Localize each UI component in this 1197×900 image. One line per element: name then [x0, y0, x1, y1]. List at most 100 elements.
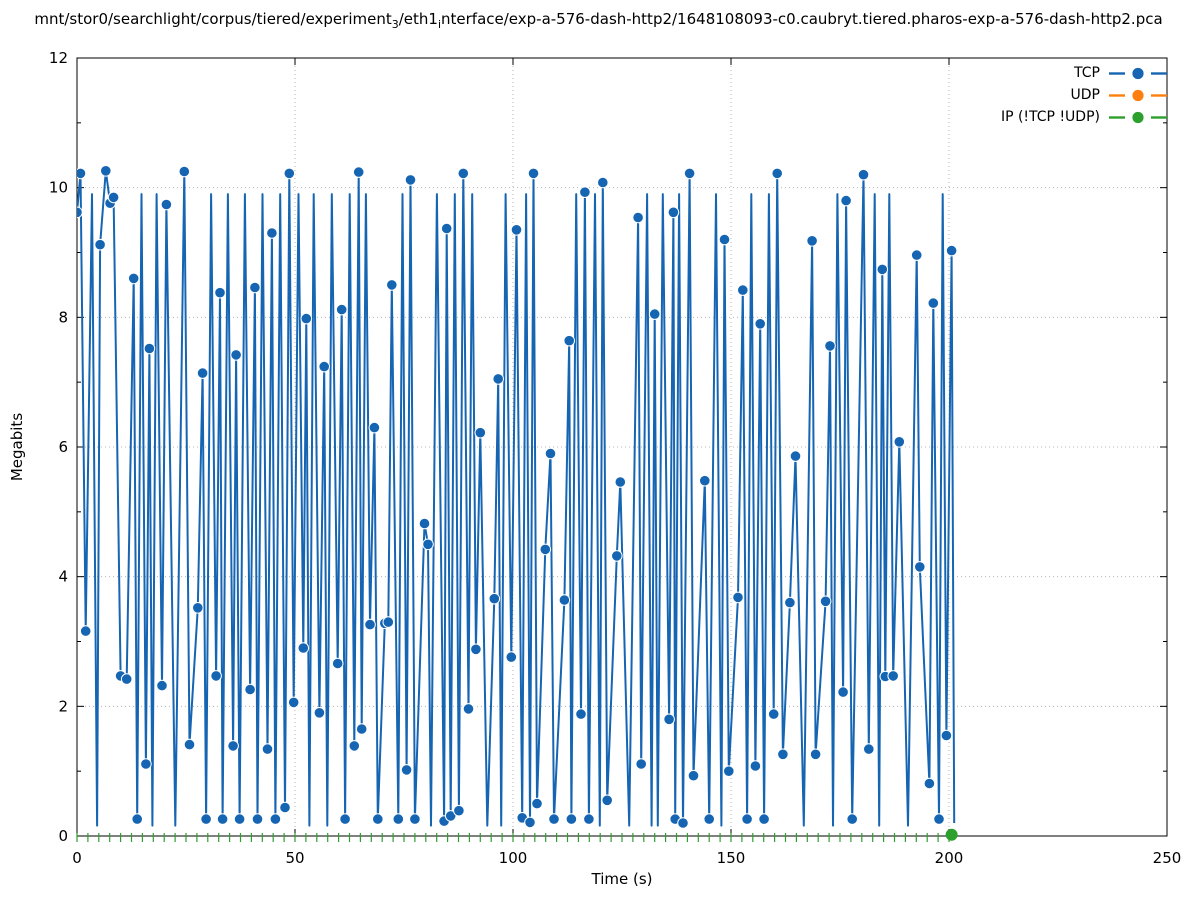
tcp-data-point [601, 794, 614, 807]
tcp-data-point [462, 703, 475, 715]
tcp-data-point [927, 297, 940, 309]
legend-row-udp: UDP [1001, 84, 1167, 106]
tcp-data-point [893, 436, 906, 448]
ip-line-dot-icon [1109, 111, 1167, 123]
tcp-series [77, 165, 958, 829]
tcp-data-point [120, 673, 133, 685]
tcp-data-point [214, 286, 226, 299]
tcp-data-point [579, 186, 591, 198]
tcp-data-point [597, 176, 609, 189]
tcp-data-point [386, 279, 398, 291]
tcp-data-point [364, 618, 376, 631]
tcp-data-point [457, 167, 470, 180]
tcp-data-point [127, 272, 140, 285]
tcp-data-point [335, 303, 348, 316]
tcp-data-point [632, 211, 644, 224]
tcp-data-point [806, 235, 818, 247]
tcp-data-point [563, 334, 576, 347]
tcp-data-point [348, 740, 361, 752]
tcp-data-point [703, 813, 716, 825]
tcp-data-point [737, 284, 749, 296]
tcp-data-point [933, 813, 945, 825]
chart-title: mnt/stor0/searchlight/corpus/tiered/expe… [0, 10, 1197, 31]
chart-title-part: /eth1 [398, 10, 438, 28]
tcp-data-point [77, 167, 87, 180]
tcp-data-point [192, 602, 204, 614]
tcp-data-point [440, 222, 453, 235]
tcp-data-point [352, 166, 365, 178]
tcp-data-point [196, 367, 209, 379]
tcp-data-point [183, 738, 196, 751]
tcp-data-point [548, 813, 560, 825]
tcp-data-point [79, 625, 92, 637]
tcp-data-point [614, 476, 627, 488]
tcp-data-point [422, 538, 434, 551]
tcp-data-point [200, 813, 212, 825]
tcp-data-point [368, 421, 381, 434]
tcp-data-point [300, 312, 313, 325]
tcp-data-point [789, 450, 802, 462]
y-tick-label: 12 [49, 49, 68, 67]
tcp-data-point [100, 165, 112, 177]
tcp-data-point [318, 360, 331, 373]
tcp-data-point [718, 233, 731, 246]
tcp-data-point [94, 238, 106, 251]
tcp-data-point [453, 804, 465, 817]
tcp-data-point [233, 813, 246, 825]
legend-label-tcp: TCP [1074, 65, 1100, 81]
tcp-data-point [131, 813, 143, 825]
legend: TCP UDP IP (!TCP !UDP) [1001, 62, 1167, 128]
ip-data-point [945, 828, 958, 841]
x-tick-label: 250 [1153, 849, 1182, 867]
tcp-data-point [444, 810, 457, 822]
tcp-data-point [663, 713, 675, 726]
tcp-data-point [249, 281, 261, 294]
tcp-data-point [758, 813, 770, 825]
tcp-data-point [392, 813, 405, 825]
tcp-data-point [107, 191, 120, 204]
tcp-data-point [230, 349, 242, 361]
tcp-data-point [313, 707, 326, 719]
tcp-data-point [914, 561, 926, 573]
tcp-data-point [505, 651, 518, 663]
tcp-data-point [777, 748, 789, 761]
tcp-data-point [699, 474, 711, 487]
legend-row-ip: IP (!TCP !UDP) [1001, 106, 1167, 128]
tcp-data-point [210, 670, 222, 682]
tcp-data-point [382, 616, 395, 628]
tcp-data-point [565, 813, 578, 825]
tcp-data-point [876, 263, 889, 276]
chart-title-part: mnt/stor0/searchlight/corpus/tiered/expe… [34, 10, 392, 28]
tcp-data-point [279, 801, 291, 814]
tcp-data-point [488, 592, 501, 605]
tcp-data-point [910, 249, 923, 261]
x-tick-label: 100 [499, 849, 528, 867]
x-tick-label: 150 [717, 849, 746, 867]
tcp-data-point [863, 743, 875, 755]
chart-title-part: nterface/exp-a-576-dash-http2/1648108093… [441, 10, 1163, 28]
tcp-data-point [372, 813, 384, 825]
y-tick-label: 4 [58, 568, 68, 586]
tcp-data-point [887, 670, 900, 682]
tcp-data-point [846, 813, 859, 825]
tcp-data-point [857, 168, 870, 181]
y-tick-label: 10 [49, 179, 68, 197]
y-tick-label: 0 [58, 827, 68, 845]
x-tick-label: 200 [935, 849, 964, 867]
legend-label-udp: UDP [1070, 87, 1100, 103]
tcp-data-point [404, 174, 417, 186]
tcp-data-point [287, 696, 300, 709]
legend-label-ip: IP (!TCP !UDP) [1000, 109, 1100, 125]
tcp-data-point [143, 342, 156, 355]
tcp-data-point [156, 679, 168, 692]
tcp-data-point [527, 167, 540, 180]
tcp-data-point [837, 686, 849, 698]
tcp-data-point [251, 813, 264, 825]
tcp-data-point [683, 167, 696, 180]
tcp-data-point [840, 194, 852, 207]
tcp-data-point [216, 813, 229, 825]
tcp-data-point [687, 769, 700, 782]
tcp-data-point [677, 817, 689, 829]
